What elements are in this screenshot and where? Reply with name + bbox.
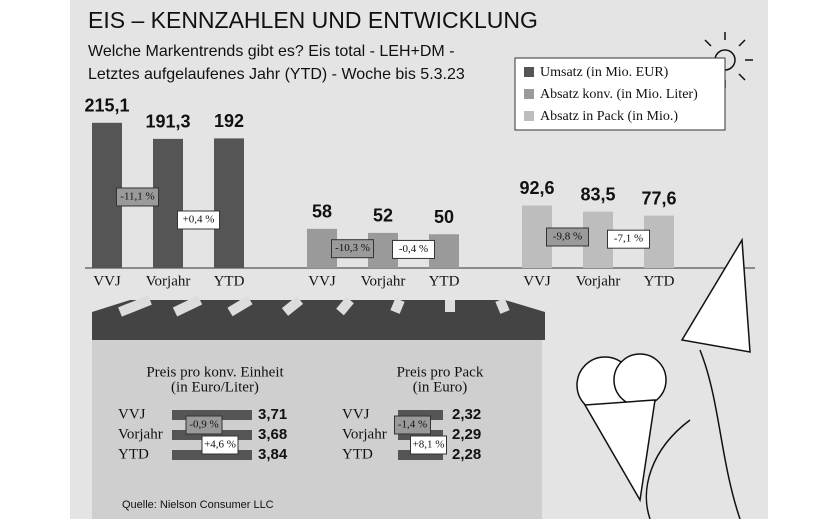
change-box (546, 227, 589, 247)
row-label: VVJ (118, 406, 146, 422)
row-label: Vorjahr (118, 426, 163, 442)
change-box (331, 239, 374, 259)
change-box (410, 435, 447, 455)
row-value: 2,29 (452, 426, 481, 443)
value-label: 192 (214, 111, 244, 131)
category-label: Vorjahr (146, 273, 191, 289)
category-label: VVJ (308, 273, 336, 289)
change-label: -0,4 % (399, 243, 428, 255)
category-label: YTD (644, 273, 675, 289)
row-bar (398, 410, 443, 420)
value-label: 52 (373, 206, 393, 226)
change-label: +4,6 % (204, 439, 236, 451)
change-box (394, 415, 431, 435)
change-label: -7,1 % (614, 233, 643, 245)
category-label: Vorjahr (361, 273, 406, 289)
change-label: -11,1 % (120, 191, 154, 203)
category-label: YTD (429, 273, 460, 289)
legend (514, 57, 726, 131)
change-box (116, 187, 159, 207)
legend-label: Absatz in Pack (in Mio.) (540, 109, 678, 124)
legend-swatch (524, 89, 534, 99)
category-label: VVJ (93, 273, 121, 289)
chart-title: EIS – KENNZAHLEN UND ENTWICKLUNG (88, 7, 538, 33)
category-label: Vorjahr (576, 273, 621, 289)
value-label: 50 (434, 207, 454, 227)
change-box (607, 229, 650, 249)
row-label: YTD (118, 446, 149, 462)
change-label: -0,9 % (189, 419, 218, 431)
value-label: 92,6 (519, 178, 554, 198)
row-label: VVJ (342, 406, 370, 422)
change-box (177, 210, 220, 230)
change-label: -10,3 % (335, 242, 370, 254)
table-title: Preis pro konv. Einheit (146, 364, 284, 380)
legend-swatch (524, 111, 534, 121)
source: Quelle: Nielson Consumer LLC (122, 499, 274, 511)
change-label: -9,8 % (553, 231, 582, 243)
table-title: (in Euro/Liter) (171, 379, 259, 395)
value-label: 77,6 (641, 188, 676, 208)
row-bar (398, 430, 443, 440)
row-bar (398, 450, 443, 460)
category-label: VVJ (523, 273, 551, 289)
row-bar (172, 450, 252, 460)
change-box (392, 239, 435, 259)
bar (214, 138, 244, 268)
row-value: 3,68 (258, 426, 287, 443)
row-value: 2,32 (452, 406, 481, 423)
change-label: -1,4 % (398, 419, 427, 431)
table-title: Preis pro Pack (397, 364, 484, 380)
row-label: Vorjahr (342, 426, 387, 442)
row-value: 3,71 (258, 406, 287, 423)
value-label: 83,5 (580, 184, 615, 204)
row-bar (172, 410, 252, 420)
value-label: 58 (312, 202, 332, 222)
row-bar (172, 430, 252, 440)
ice-cream (576, 237, 751, 519)
value-label: 215,1 (84, 96, 129, 116)
legend-label: Absatz konv. (in Mio. Liter) (540, 87, 698, 102)
change-box (185, 415, 223, 435)
subtitle: Letztes aufgelaufenes Jahr (YTD) - Woche… (88, 66, 465, 83)
row-label: YTD (342, 446, 373, 462)
legend-swatch (524, 67, 534, 77)
awning-area (92, 295, 545, 519)
change-label: +0,4 % (183, 214, 215, 226)
row-value: 3,84 (258, 446, 288, 463)
table-title: (in Euro) (413, 379, 468, 395)
value-label: 191,3 (145, 112, 190, 132)
change-box (201, 435, 239, 455)
change-label: +8,1 % (413, 439, 445, 451)
category-label: YTD (214, 273, 245, 289)
subtitle: Welche Markentrends gibt es? Eis total -… (88, 43, 455, 60)
row-value: 2,28 (452, 446, 481, 463)
legend-label: Umsatz (in Mio. EUR) (540, 65, 669, 80)
